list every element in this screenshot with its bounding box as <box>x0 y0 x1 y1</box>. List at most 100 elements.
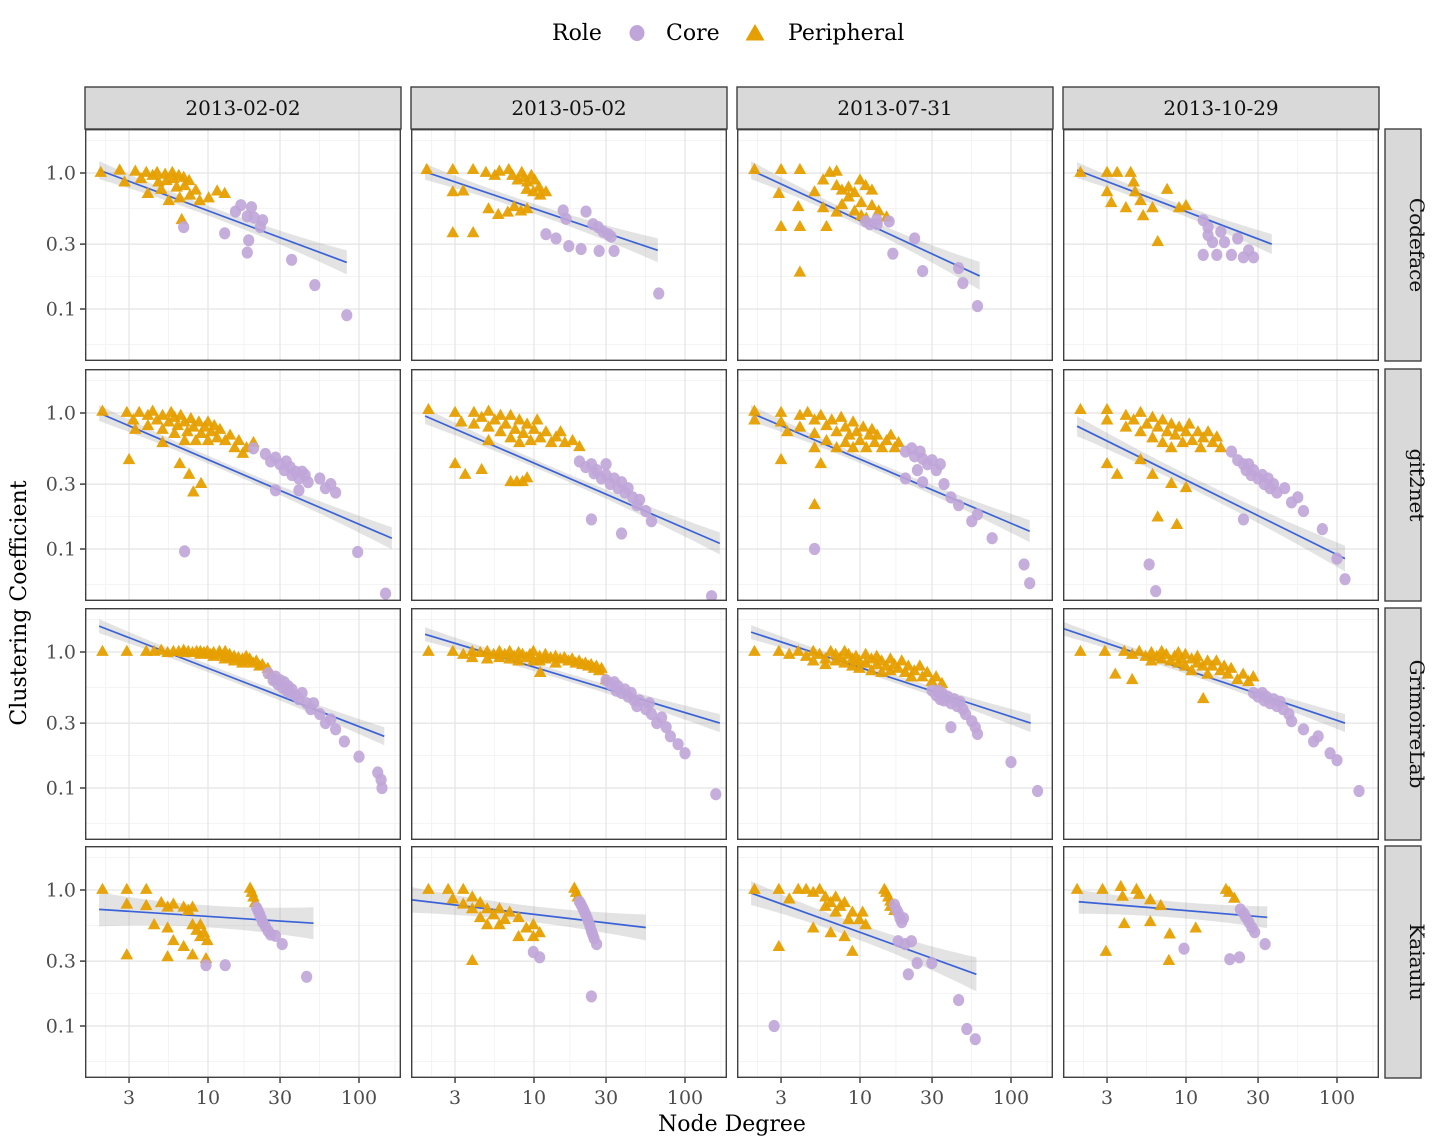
data-point-peripheral <box>848 185 861 198</box>
data-point-core <box>296 686 308 700</box>
data-point-core <box>325 713 337 726</box>
data-point-core <box>341 309 353 322</box>
facet-column-strip <box>410 86 728 130</box>
data-point-peripheral <box>865 664 878 676</box>
data-point-peripheral <box>808 413 821 425</box>
panel-background <box>737 608 1053 840</box>
data-point-core <box>550 232 562 245</box>
data-point-core <box>1292 491 1304 504</box>
data-point-peripheral <box>1221 667 1235 679</box>
data-point-peripheral <box>835 197 849 210</box>
data-point-core <box>1259 938 1271 951</box>
data-point-peripheral <box>201 933 214 946</box>
data-point-peripheral <box>1160 182 1174 194</box>
data-point-core <box>953 261 965 275</box>
facet-panel <box>737 129 1053 361</box>
data-point-peripheral <box>799 882 813 894</box>
y-axis-title: Clustering Coefficient <box>7 480 32 725</box>
data-point-peripheral <box>482 202 495 214</box>
facet-row-strip <box>1384 368 1422 602</box>
data-point-core <box>945 721 957 734</box>
data-point-peripheral <box>113 163 126 175</box>
data-point-peripheral <box>859 656 872 668</box>
trend-line <box>424 171 659 252</box>
data-point-peripheral <box>493 902 506 914</box>
data-point-peripheral <box>1134 425 1147 437</box>
trend-line <box>1078 900 1268 919</box>
data-point-core <box>1206 236 1219 249</box>
data-point-peripheral <box>533 188 547 200</box>
data-point-core <box>1211 248 1223 261</box>
data-point-core <box>1297 723 1310 736</box>
data-point-peripheral <box>838 895 851 908</box>
data-point-core <box>353 750 365 763</box>
data-point-peripheral <box>838 656 851 668</box>
facet-row-label: git2net <box>1405 449 1429 522</box>
data-point-peripheral <box>1100 456 1114 469</box>
data-point-peripheral <box>824 895 838 908</box>
data-point-peripheral <box>186 948 199 960</box>
x-tick-label: 10 <box>522 1087 546 1109</box>
data-point-peripheral <box>824 926 838 938</box>
data-point-peripheral <box>161 949 174 962</box>
data-point-peripheral <box>456 882 470 894</box>
facet-row-strip <box>1384 845 1422 1079</box>
data-point-core <box>330 486 342 499</box>
data-point-peripheral <box>1140 417 1154 429</box>
data-point-peripheral <box>1143 892 1157 905</box>
data-point-peripheral <box>1074 165 1087 177</box>
data-point-peripheral <box>748 404 761 416</box>
data-point-peripheral <box>1116 889 1129 901</box>
facet-panel <box>85 369 401 601</box>
data-point-peripheral <box>782 647 796 659</box>
data-point-peripheral <box>187 485 200 497</box>
data-point-core <box>633 493 646 506</box>
trend-line <box>98 412 393 540</box>
data-point-core <box>679 747 691 760</box>
x-tick-label: 10 <box>1174 1087 1198 1109</box>
data-point-peripheral <box>167 897 180 909</box>
data-point-core <box>247 442 260 455</box>
data-point-peripheral <box>201 415 215 427</box>
data-point-peripheral <box>1139 649 1152 661</box>
y-tick-label: 0.1 <box>46 778 76 800</box>
data-point-core <box>1225 248 1238 261</box>
data-point-peripheral <box>182 467 196 479</box>
data-point-core <box>245 201 258 214</box>
data-point-peripheral <box>595 661 608 673</box>
data-point-peripheral <box>808 497 821 510</box>
data-point-peripheral <box>772 882 786 894</box>
data-point-peripheral <box>870 428 884 440</box>
panel-background <box>85 608 401 840</box>
data-point-core <box>309 278 321 292</box>
data-point-peripheral <box>118 175 131 187</box>
data-point-peripheral <box>1201 425 1215 437</box>
data-point-peripheral <box>898 665 912 677</box>
data-point-peripheral <box>189 433 203 446</box>
data-point-peripheral <box>494 425 507 437</box>
data-point-peripheral <box>441 882 455 894</box>
data-point-peripheral <box>1070 882 1084 894</box>
data-point-peripheral <box>528 173 541 185</box>
data-point-peripheral <box>1182 417 1196 429</box>
data-point-core <box>276 938 288 951</box>
data-point-peripheral <box>1163 927 1177 939</box>
data-point-peripheral <box>178 433 191 446</box>
panel-border <box>411 608 727 840</box>
data-point-core <box>293 484 305 497</box>
data-point-peripheral <box>554 425 567 437</box>
data-point-peripheral <box>872 204 886 216</box>
data-point-core <box>593 244 605 258</box>
data-point-peripheral <box>154 895 168 908</box>
data-point-peripheral <box>1119 408 1133 420</box>
data-point-peripheral <box>829 890 842 902</box>
data-point-peripheral <box>1165 417 1178 429</box>
data-point-peripheral <box>120 897 134 909</box>
data-point-core <box>330 723 342 736</box>
data-point-peripheral <box>846 415 860 427</box>
data-point-peripheral <box>859 647 872 659</box>
data-point-core <box>1224 953 1236 966</box>
trend-line <box>1076 169 1273 245</box>
facet-panel <box>411 608 727 840</box>
data-point-peripheral <box>150 165 164 177</box>
